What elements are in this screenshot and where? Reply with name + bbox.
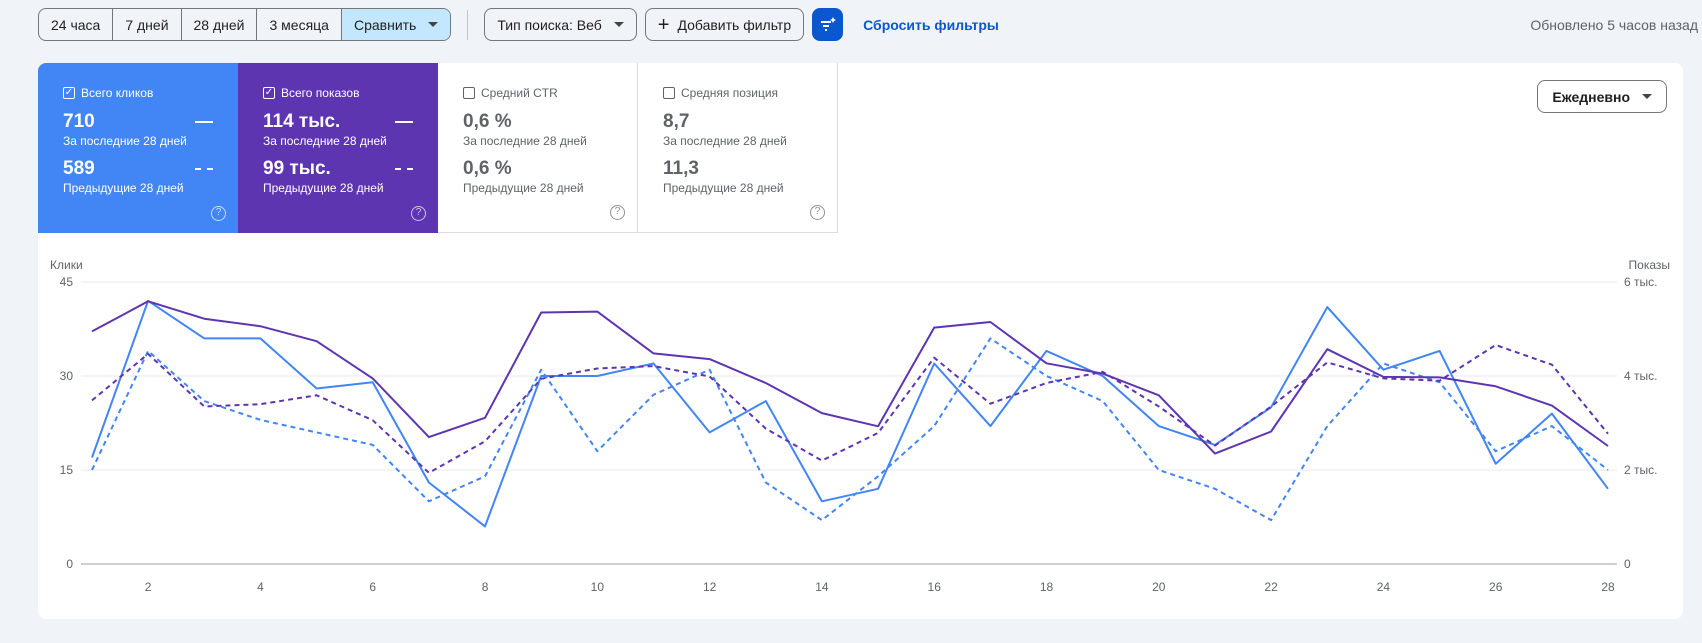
x-tick: 14 <box>815 580 829 594</box>
range-28d-button[interactable]: 28 дней <box>182 9 258 40</box>
toolbar: 24 часа 7 дней 28 дней 3 месяца Сравнить… <box>38 8 1698 41</box>
add-filter-button[interactable]: + Добавить фильтр <box>644 8 805 41</box>
compare-button[interactable]: Сравнить <box>341 9 451 40</box>
solid-line-legend-icon <box>395 121 413 123</box>
metric-tile-ctr[interactable]: Средний CTR 0,6 % За последние 28 дней 0… <box>438 63 638 233</box>
y-tick-left: 30 <box>60 369 74 383</box>
checkbox-unchecked-icon <box>663 87 675 99</box>
checkbox-checked-icon: ✓ <box>63 87 75 99</box>
search-type-dropdown[interactable]: Тип поиска: Веб <box>484 8 637 41</box>
updated-status: Обновлено 5 часов назад <box>1530 16 1698 33</box>
divider <box>467 9 469 40</box>
metric-current-period: За последние 28 дней <box>663 134 787 148</box>
y-tick-right: 4 тыс. <box>1624 369 1657 383</box>
performance-chart: Клики Показы 0 0 15 2 тыс. 30 4 тыс. 45 6 тыс. 2… <box>50 258 1670 594</box>
metric-previous-period: Предыдущие 28 дней <box>63 181 184 195</box>
series-line <box>91 300 1609 455</box>
y-tick-left: 15 <box>60 463 74 477</box>
x-tick: 2 <box>145 580 152 594</box>
dashed-line-legend-icon <box>195 168 213 170</box>
metric-checkbox[interactable]: ✓ Всего показов <box>263 85 413 101</box>
help-icon[interactable]: ? <box>810 205 825 220</box>
y-axis-left-title: Клики <box>50 258 83 272</box>
metric-label: Всего показов <box>281 86 360 100</box>
compare-label: Сравнить <box>353 16 417 33</box>
add-filter-label: Добавить фильтр <box>677 16 792 33</box>
search-type-label: Тип поиска: Веб <box>497 16 602 33</box>
series-line <box>91 344 1609 474</box>
metric-label: Средний CTR <box>481 86 558 100</box>
y-tick-right: 2 тыс. <box>1624 463 1657 477</box>
range-7d-button[interactable]: 7 дней <box>113 9 182 40</box>
y-axis-right-title: Показы <box>1629 258 1670 272</box>
chevron-down-icon <box>1642 94 1652 99</box>
metric-current-value: 8,7 <box>663 111 690 132</box>
date-range-selector: 24 часа 7 дней 28 дней 3 месяца Сравнить <box>38 8 452 41</box>
dashed-line-legend-icon <box>395 168 413 170</box>
solid-line-legend-icon <box>195 121 213 123</box>
metric-tile-position[interactable]: Средняя позиция 8,7 За последние 28 дней… <box>638 63 838 233</box>
metric-current-period: За последние 28 дней <box>463 134 587 148</box>
x-tick: 28 <box>1601 580 1615 594</box>
y-tick-left: 0 <box>66 557 73 571</box>
metric-current-value: 710 <box>63 111 213 133</box>
series-line <box>91 299 1609 528</box>
performance-card: ✓ Всего кликов 710 За последние 28 дней 5… <box>38 63 1683 619</box>
metric-previous-value: 0,6 % <box>463 158 512 179</box>
x-tick: 12 <box>703 580 717 594</box>
metric-label: Всего кликов <box>81 86 154 100</box>
reset-filters-link[interactable]: Сбросить фильтры <box>863 16 999 33</box>
metric-current-value: 0,6 % <box>463 111 512 132</box>
x-tick: 4 <box>257 580 264 594</box>
range-3m-button[interactable]: 3 месяца <box>257 9 342 40</box>
x-tick: 6 <box>369 580 376 594</box>
metric-label: Средняя позиция <box>681 86 779 100</box>
x-tick: 26 <box>1489 580 1503 594</box>
granularity-label: Ежедневно <box>1552 88 1630 105</box>
metric-previous-period: Предыдущие 28 дней <box>263 181 384 195</box>
y-tick-left: 45 <box>60 275 74 289</box>
help-icon[interactable]: ? <box>211 206 226 221</box>
metric-checkbox[interactable]: Средний CTR <box>463 85 612 101</box>
chevron-down-icon <box>613 22 624 27</box>
metric-previous-period: Предыдущие 28 дней <box>663 181 784 195</box>
granularity-dropdown[interactable]: Ежедневно <box>1537 80 1667 113</box>
metric-tile-impressions[interactable]: ✓ Всего показов 114 тыс. За последние 28 … <box>238 63 438 233</box>
x-tick: 8 <box>482 580 489 594</box>
chevron-down-icon <box>428 22 439 27</box>
metric-checkbox[interactable]: Средняя позиция <box>663 85 812 101</box>
metric-checkbox[interactable]: ✓ Всего кликов <box>63 85 213 101</box>
x-tick: 20 <box>1152 580 1166 594</box>
range-24h-button[interactable]: 24 часа <box>39 9 114 40</box>
metric-previous-period: Предыдущие 28 дней <box>463 181 584 195</box>
metric-tile-clicks[interactable]: ✓ Всего кликов 710 За последние 28 дней 5… <box>38 63 238 233</box>
y-tick-right: 6 тыс. <box>1624 275 1657 289</box>
metric-previous-value: 11,3 <box>663 158 699 179</box>
x-tick: 16 <box>928 580 942 594</box>
y-tick-right: 0 <box>1624 557 1631 571</box>
x-tick: 18 <box>1040 580 1054 594</box>
metric-previous-value: 99 тыс. <box>263 158 413 180</box>
plus-icon: + <box>657 13 670 36</box>
filter-sparkle-icon <box>820 16 836 31</box>
checkbox-checked-icon: ✓ <box>263 87 275 99</box>
help-icon[interactable]: ? <box>610 205 625 220</box>
x-tick: 24 <box>1377 580 1391 594</box>
x-tick: 10 <box>591 580 605 594</box>
x-tick: 22 <box>1264 580 1278 594</box>
filter-settings-button[interactable] <box>812 8 844 41</box>
series-line <box>91 337 1609 522</box>
metric-current-period: За последние 28 дней <box>263 134 387 148</box>
help-icon[interactable]: ? <box>411 206 426 221</box>
metric-previous-value: 589 <box>63 158 213 180</box>
metric-current-period: За последние 28 дней <box>63 134 187 148</box>
checkbox-unchecked-icon <box>463 87 475 99</box>
metric-current-value: 114 тыс. <box>263 111 413 133</box>
